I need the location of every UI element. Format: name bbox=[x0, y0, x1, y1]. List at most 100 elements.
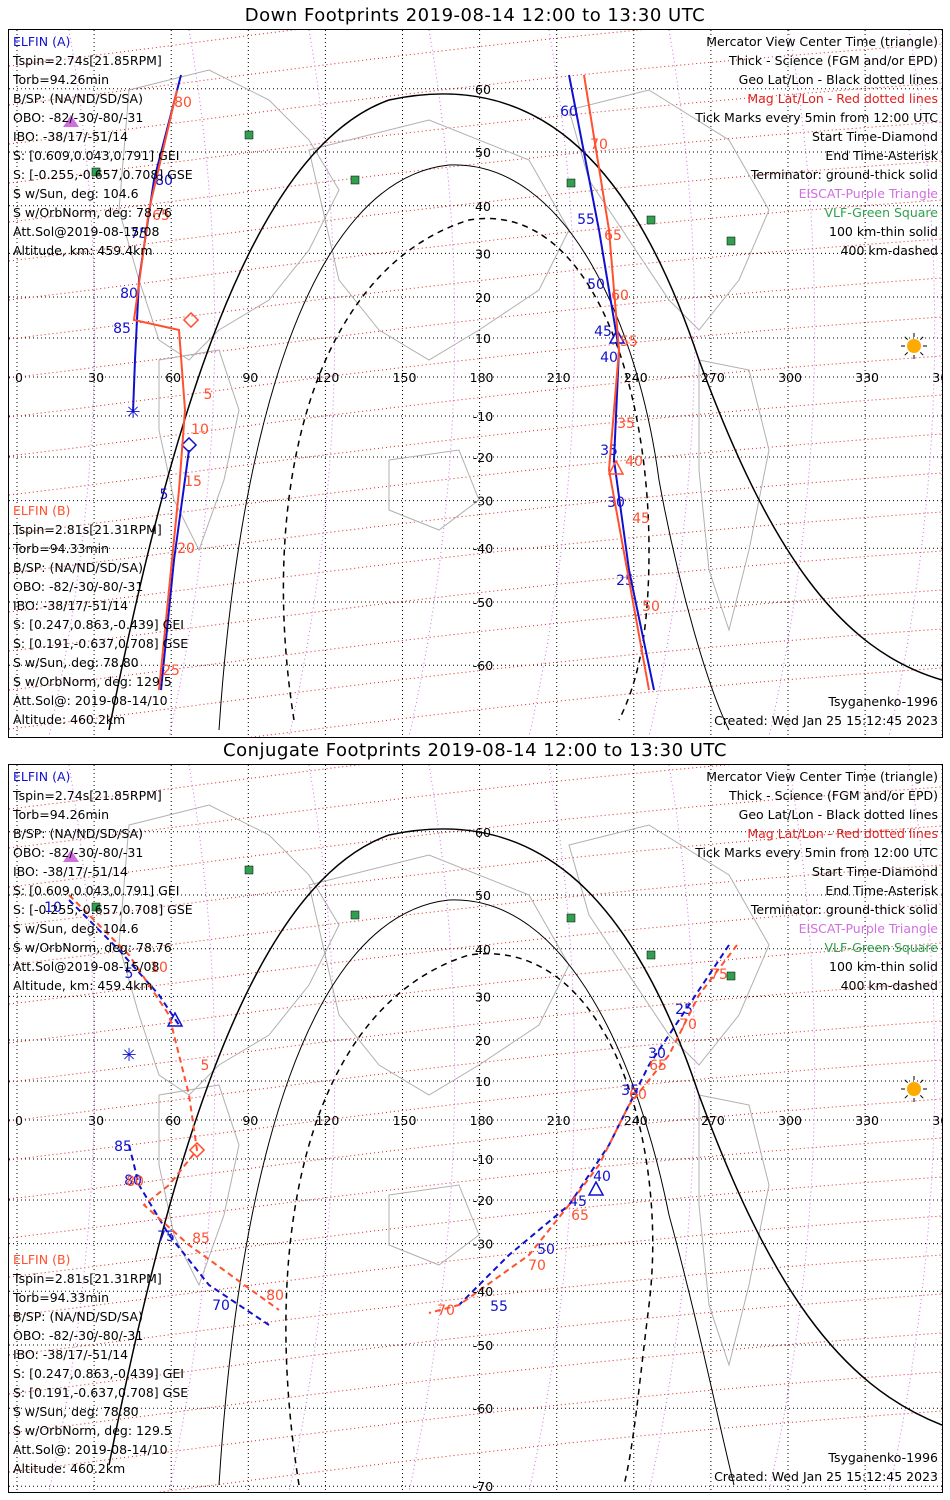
center-time-triangle bbox=[607, 459, 625, 475]
mag-lat-curve bbox=[9, 43, 942, 145]
elfin-b-conj-track-tick-label: 5 bbox=[201, 1058, 210, 1074]
footprint-tracks: 10585807570✳2530354045505510580858075706… bbox=[44, 894, 738, 1326]
vlf-square bbox=[91, 167, 101, 177]
elfin-b-conj-track-tick-label: 80 bbox=[266, 1288, 284, 1304]
lon-tick-label: 150 bbox=[393, 1113, 417, 1128]
elfin-b-track-2-tick-label: 50 bbox=[642, 599, 660, 615]
lon-tick-label: 300 bbox=[778, 370, 802, 385]
elfin-b-line: OBO: -82/-30/-80/-31 bbox=[13, 1328, 144, 1343]
legend-line: Start Time-Diamond bbox=[811, 864, 938, 879]
elfin-b-line: S: [0.247,0.863,-0.439] GEI bbox=[13, 1366, 184, 1381]
legend-line: EISCAT-Purple Triangle bbox=[798, 921, 938, 936]
elfin-a-conj-track bbox=[68, 899, 180, 1026]
lat-tick-label: 30 bbox=[475, 989, 491, 1004]
lon-tick-label: 240 bbox=[624, 1113, 648, 1128]
end-asterisk: ✳ bbox=[121, 1045, 136, 1066]
footprint-tracks: 80 80 85 75 ✳ 5 60 55 50 45 40 35 30 25 80 65 5 10 15 20 25 7… bbox=[113, 74, 660, 691]
elfin-b-track-tick-label: 20 bbox=[177, 541, 195, 557]
elfin-a-conj-track-3 bbox=[458, 944, 730, 1306]
altitude-400km-contour bbox=[285, 952, 654, 1486]
lon-tick-label: 360 bbox=[932, 370, 942, 385]
sun-icon bbox=[907, 1082, 921, 1096]
mag-lon-curve bbox=[648, 765, 696, 1492]
lon-tick-label: 0 bbox=[15, 370, 23, 385]
elfin-b-line: Tspin=2.81s[21.31RPM] bbox=[13, 522, 162, 537]
panel-2-title: Conjugate Footprints 2019-08-14 12:00 to… bbox=[223, 740, 727, 761]
elfin-a-track-tick-label: 75 bbox=[130, 226, 148, 242]
elfin-b-track-2-tick-label: 40 bbox=[625, 454, 643, 470]
coastline bbox=[388, 449, 480, 531]
elfin-a-line: S: [-0.255,-0.657,0.708] GSE bbox=[13, 902, 193, 917]
elfin-a-track-2-tick-label: 5 bbox=[160, 487, 169, 503]
lat-tick-label: -50 bbox=[473, 1338, 493, 1353]
eiscat-triangle bbox=[63, 115, 79, 127]
lon-tick-label: 120 bbox=[315, 370, 339, 385]
elfin-b-line: Att.Sol@: 2019-08-14/10 bbox=[13, 693, 168, 708]
mag-lon-curve bbox=[768, 765, 816, 1492]
elfin-b-line: B/SP: (NA/ND/SD/SA) bbox=[13, 1309, 143, 1324]
coastline bbox=[698, 1094, 770, 1367]
mag-lat-curve bbox=[9, 1137, 942, 1239]
elfin-b-line: Tspin=2.81s[21.31RPM] bbox=[13, 1271, 162, 1286]
elfin-b-track-tick-label: 10 bbox=[191, 422, 209, 438]
vlf-square bbox=[646, 950, 656, 960]
legend-line: 100 km-thin solid bbox=[829, 224, 938, 239]
vlf-square bbox=[244, 130, 254, 140]
lon-tick-label: 60 bbox=[165, 1113, 181, 1128]
mag-lon-curve bbox=[48, 765, 96, 1492]
elfin-a-line: IBO: -38/17/-51/14 bbox=[13, 129, 129, 144]
lon-tick-label: 270 bbox=[701, 370, 725, 385]
legend-line: Mercator View Center Time (triangle) bbox=[706, 34, 938, 49]
lon-tick-label: 120 bbox=[315, 1113, 339, 1128]
sun-ray bbox=[904, 352, 908, 356]
mag-lat-curve bbox=[9, 160, 942, 262]
lat-tick-label: 40 bbox=[475, 942, 491, 957]
elfin-b-line: S: [0.191,-0.637,0.708] GSE bbox=[13, 1385, 189, 1400]
elfin-b-track-2-tick-label: 65 bbox=[604, 228, 622, 244]
elfin-a-line: S: [-0.255,-0.657,0.708] GSE bbox=[13, 167, 193, 182]
mag-lat-curve bbox=[9, 316, 942, 418]
lat-tick-label: -10 bbox=[473, 1152, 493, 1167]
mag-lat-curve bbox=[9, 82, 942, 184]
elfin-b-conj-track-2-tick-label: 60 bbox=[629, 1087, 647, 1103]
mag-grid bbox=[9, 765, 942, 1492]
elfin-b-line: OBO: -82/-30/-80/-31 bbox=[13, 579, 144, 594]
altitude-400km-contour bbox=[282, 217, 650, 721]
lon-tick-label: 30 bbox=[88, 370, 104, 385]
terminator-ground bbox=[108, 828, 942, 1466]
lat-tick-label: 10 bbox=[475, 331, 491, 346]
lon-tick-label: 240 bbox=[624, 370, 648, 385]
legend-line: Mercator View Center Time (triangle) bbox=[706, 769, 938, 784]
mag-lat-curve bbox=[9, 1176, 942, 1278]
station-markers bbox=[63, 115, 927, 359]
down-footprints-panel: 80 80 85 75 ✳ 5 60 55 50 45 40 35 30 25 80 65 5 10 15 20 25 7… bbox=[8, 29, 943, 738]
mag-lat-curve bbox=[9, 1254, 942, 1356]
axis-ticks: 0 30 60 90 120 150 180 210 240 270 300 330 360 70 60 50… bbox=[15, 825, 942, 1492]
legend-line: Mag Lat/Lon - Red dotted lines bbox=[747, 826, 938, 841]
elfin-b-track-tick-label: 5 bbox=[204, 387, 213, 403]
elfin-b-track-2-tick-label: 45 bbox=[632, 511, 650, 527]
lat-tick-label: -70 bbox=[473, 1479, 493, 1492]
lon-tick-label: 180 bbox=[470, 1113, 494, 1128]
lat-tick-label: -40 bbox=[473, 541, 493, 556]
elfin-b-track-tick-label: 65 bbox=[152, 208, 170, 224]
conjugate-footprints-panel: 10 5 85 80 75 70 ✳ 25 30 35 40 45 50 55 10 5 80 85 80 75 70 6… bbox=[8, 764, 943, 1493]
elfin-a-line: Tspin=2.74s[21.85RPM] bbox=[13, 53, 162, 68]
lat-tick-label: -20 bbox=[473, 450, 493, 465]
elfin-a-header: ELFIN (A) bbox=[13, 34, 71, 49]
mag-lat-curve bbox=[9, 903, 942, 1005]
legend-line: Mag Lat/Lon - Red dotted lines bbox=[747, 91, 938, 106]
sun-ray bbox=[904, 1079, 908, 1083]
legend-line: Start Time-Diamond bbox=[811, 129, 938, 144]
vlf-square bbox=[350, 175, 360, 185]
legend-line: End Time-Asterisk bbox=[825, 883, 938, 898]
elfin-b-line: S w/Sun, deg: 78.80 bbox=[13, 1404, 139, 1419]
elfin-a-track-3-tick-label: 55 bbox=[577, 212, 595, 228]
elfin-b-line: IBO: -38/17/-51/14 bbox=[13, 598, 129, 613]
legend-line: Thick - Science (FGM and/or EPD) bbox=[729, 788, 938, 803]
legend-line: 400 km-dashed bbox=[840, 978, 938, 993]
elfin-b-line: IBO: -38/17/-51/14 bbox=[13, 1347, 129, 1362]
legend-line: Terminator: ground-thick solid bbox=[750, 167, 938, 182]
elfin-a-line: S w/OrbNorm, deg: 78.76 bbox=[13, 205, 172, 220]
elfin-a-conj-track-tick-label: 10 bbox=[44, 900, 62, 916]
